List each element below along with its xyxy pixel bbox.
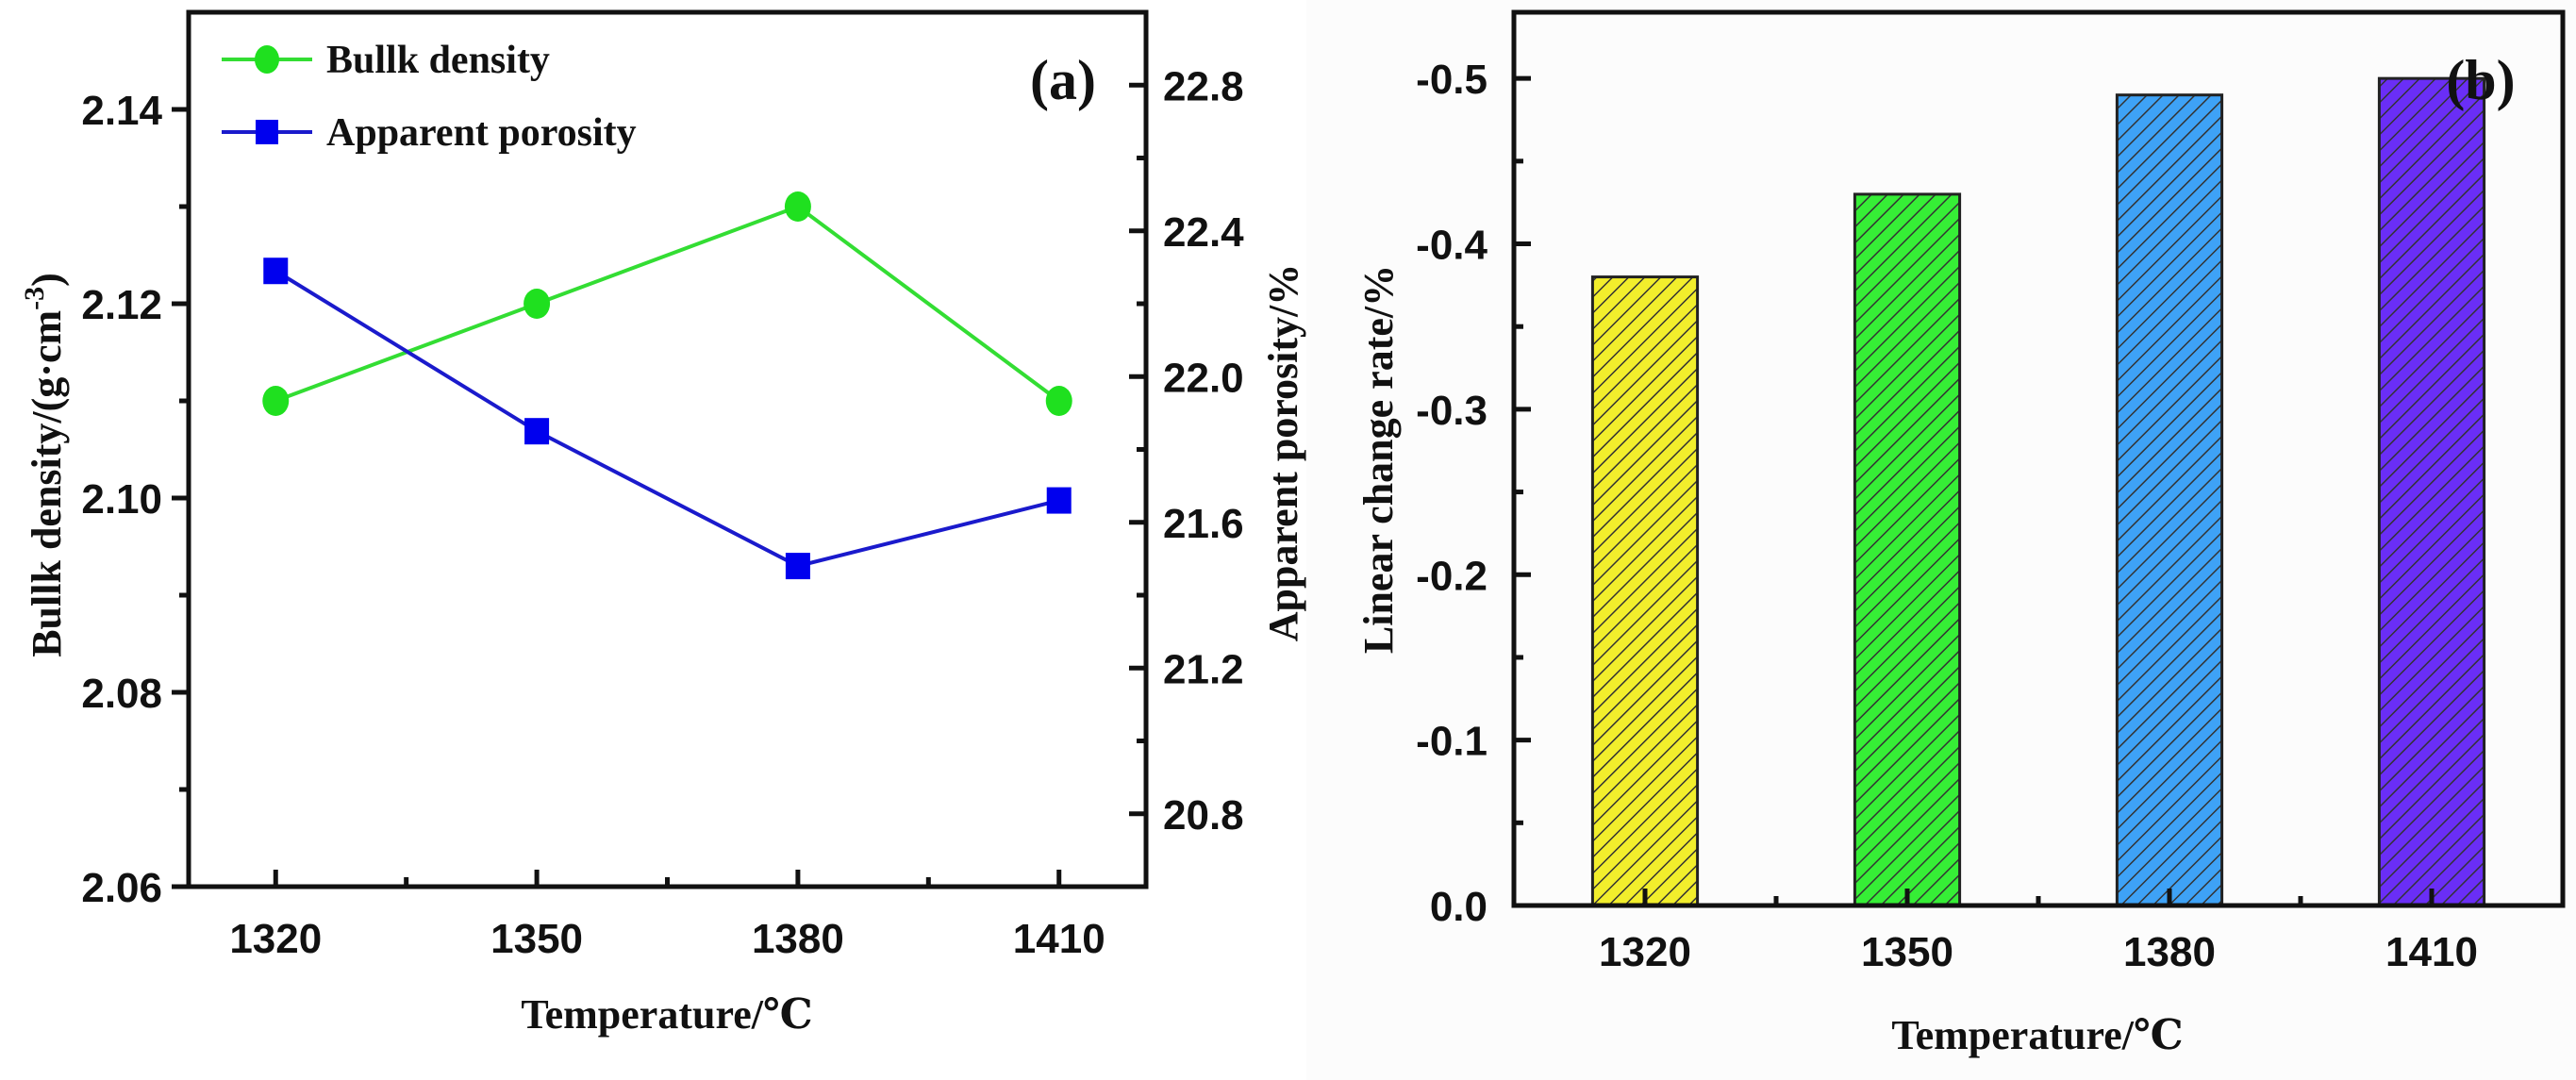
- right-axis-tick-label: 21.6: [1163, 501, 1244, 547]
- x-axis-tick-label: 1410: [2385, 929, 2478, 975]
- left-axis-tick-label: 2.08: [81, 671, 162, 717]
- bar-1410: [2377, 76, 2486, 907]
- panel-b: 0.0 -0.1 -0.2 -0.3 -0.4 -0.5 1320 1350 1380 1410…: [1355, 9, 2566, 1058]
- legend-square-marker-icon: [256, 120, 278, 144]
- data-point-apparent-porosity-1320: [263, 258, 289, 285]
- legend-label-apparent-porosity: Apparent porosity: [326, 111, 637, 155]
- x-axis-tick-label: 1350: [490, 916, 583, 962]
- panel-a-label: (a): [1030, 49, 1096, 111]
- x-axis-tick-label: 1410: [1013, 916, 1105, 962]
- x-axis-tick-label: 1350: [1861, 929, 1953, 975]
- bar-1380: [2115, 93, 2224, 907]
- panel-b-bars: [1590, 76, 2486, 907]
- legend-item-bulk-density: Bullk density: [222, 39, 550, 82]
- panel-a-left-axis: 2.06 2.08 2.10 2.12 2.14: [81, 88, 189, 911]
- panel-a: 2.06 2.08 2.10 2.12 2.14 20.8 21.2 21.6 22.0 22.…: [19, 9, 1306, 1038]
- right-axis-tick-label: 20.8: [1163, 792, 1244, 839]
- y-axis-tick-label: 0.0: [1430, 884, 1487, 930]
- bar-1320: [1590, 275, 1700, 907]
- data-point-bullk-density-1410: [1045, 386, 1072, 416]
- legend-label-bulk-density: Bullk density: [326, 39, 550, 82]
- y-axis-tick-label: -0.5: [1416, 57, 1487, 103]
- y-axis-tick-label: -0.3: [1416, 388, 1487, 434]
- data-point-apparent-porosity-1380: [785, 553, 810, 580]
- legend-circle-marker-icon: [255, 45, 279, 74]
- bar-1350: [1853, 192, 1962, 907]
- panel-a-right-axis-title: Apparent porosity/%: [1260, 264, 1306, 642]
- right-axis-tick-label: 22.4: [1163, 209, 1244, 256]
- panel-b-y-axis: 0.0 -0.1 -0.2 -0.3 -0.4 -0.5: [1416, 57, 1531, 930]
- left-axis-tick-label: 2.10: [81, 476, 162, 523]
- panel-a-legend: Bullk density Apparent porosity: [222, 39, 637, 155]
- panel-a-left-axis-title: Bullk density/(g·cm-3): [19, 273, 70, 657]
- series-line-bullk-density: [274, 204, 1060, 403]
- data-point-bullk-density-1320: [262, 386, 290, 416]
- panel-b-x-axis: 1320 1350 1380 1410: [1599, 889, 2478, 975]
- right-axis-tick-label: 21.2: [1163, 646, 1244, 692]
- data-point-apparent-porosity-1350: [524, 418, 550, 445]
- y-axis-tick-label: -0.4: [1416, 223, 1487, 269]
- y-axis-tick-label: -0.2: [1416, 553, 1487, 599]
- series-line-apparent-porosity: [274, 269, 1060, 569]
- y-axis-tick-label: -0.1: [1416, 719, 1487, 765]
- right-axis-tick-label: 22.8: [1163, 63, 1244, 109]
- x-axis-tick-label: 1380: [2123, 929, 2216, 975]
- left-axis-tick-label: 2.06: [81, 865, 162, 911]
- left-axis-tick-label: 2.12: [81, 282, 162, 328]
- panel-b-y-axis-title: Linear change rate/%: [1355, 265, 1402, 654]
- data-point-bullk-density-1380: [784, 191, 811, 222]
- panel-a-x-axis-title: Temperature/℃: [521, 991, 812, 1038]
- panel-b-x-axis-title: Temperature/℃: [1891, 1012, 2183, 1058]
- panel-a-x-axis: 1320 1350 1380 1410: [229, 870, 1105, 962]
- panel-a-right-axis: 20.8 21.2 21.6 22.0 22.4 22.8: [1129, 63, 1244, 839]
- legend-item-apparent-porosity: Apparent porosity: [222, 111, 637, 155]
- panel-a-series: [262, 191, 1072, 580]
- x-axis-tick-label: 1320: [1599, 929, 1691, 975]
- data-point-apparent-porosity-1410: [1046, 487, 1072, 514]
- left-axis-tick-label: 2.14: [81, 88, 162, 134]
- right-axis-tick-label: 22.0: [1163, 355, 1244, 401]
- x-axis-tick-label: 1320: [229, 916, 322, 962]
- panel-b-label: (b): [2446, 49, 2515, 111]
- x-axis-tick-label: 1380: [752, 916, 844, 962]
- data-point-bullk-density-1350: [524, 289, 551, 319]
